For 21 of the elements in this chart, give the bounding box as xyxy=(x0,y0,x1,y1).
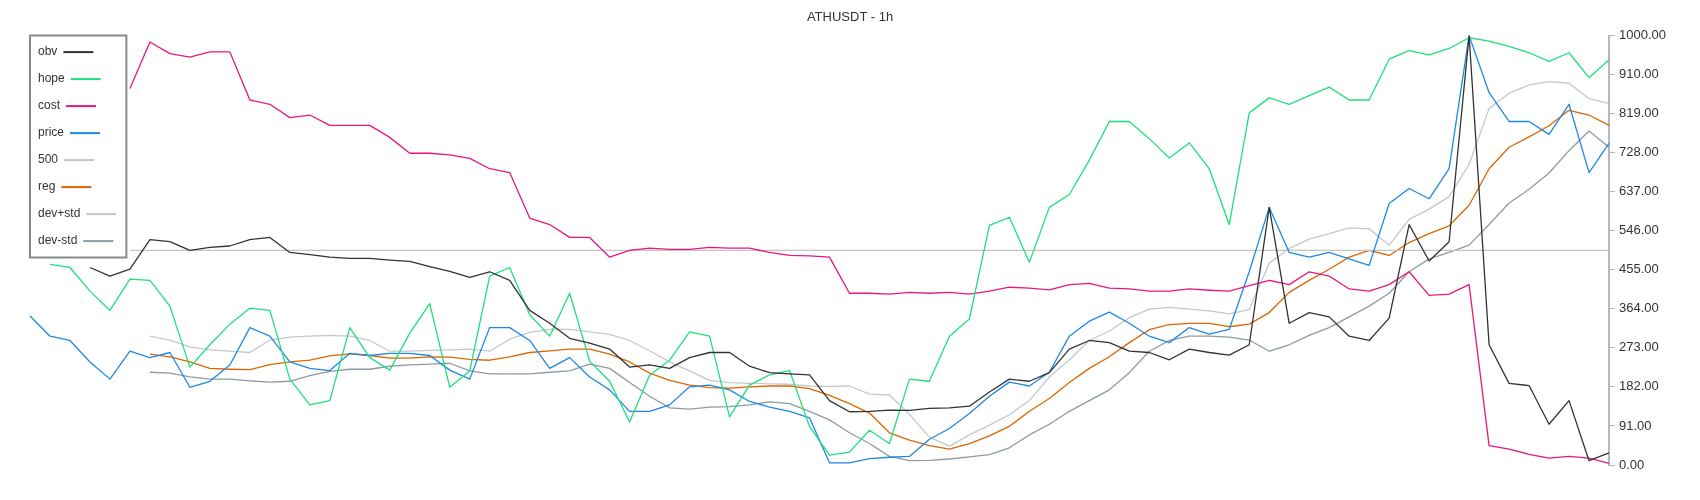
y-tick-label: 364.00 xyxy=(1619,300,1659,316)
y-tick-label: 273.00 xyxy=(1619,339,1659,355)
legend-label: dev+std xyxy=(38,206,81,221)
y-tick-label: 546.00 xyxy=(1619,222,1659,238)
legend-label: hope xyxy=(38,71,66,86)
legend-label: 500 xyxy=(38,152,59,167)
y-tick-label: 910.00 xyxy=(1619,65,1659,81)
y-tick-label: 182.00 xyxy=(1619,378,1659,394)
y-tick-label: 91.00 xyxy=(1619,417,1652,433)
y-tick-label: 819.00 xyxy=(1619,104,1659,120)
y-tick-label: 728.00 xyxy=(1619,143,1659,159)
y-tick-label: 455.00 xyxy=(1619,261,1659,277)
legend-label: dev-std xyxy=(38,233,78,248)
legend-label: cost xyxy=(38,98,61,113)
y-tick-label: 0.00 xyxy=(1619,456,1645,472)
legend-label: price xyxy=(38,125,65,140)
legend-label: reg xyxy=(38,179,56,194)
y-tick-label: 1000.00 xyxy=(1619,27,1667,43)
legend-label: obv xyxy=(38,44,58,59)
chart-title: ATHUSDT - 1h xyxy=(806,9,894,25)
y-tick-label: 637.00 xyxy=(1619,183,1659,199)
